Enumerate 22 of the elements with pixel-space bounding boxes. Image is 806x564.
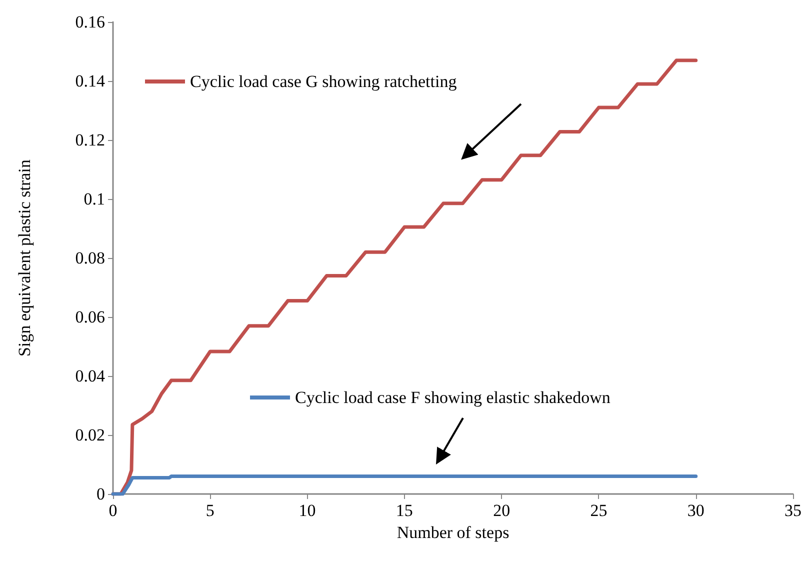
y-tick-label: 0.12 — [75, 130, 105, 150]
y-axis-title: Sign equivalent plastic strain — [15, 159, 34, 356]
x-axis-title: Number of steps — [396, 523, 510, 542]
y-tick-label: 0.1 — [84, 190, 105, 208]
x-tick-label: 15 — [396, 501, 413, 520]
y-tick-label: 0.16 — [75, 12, 105, 32]
line-series — [111, 474, 698, 496]
y-tick-label: 0.04 — [75, 366, 106, 386]
y-tick-label: 0.02 — [75, 426, 105, 444]
x-tick-label: 0 — [108, 501, 118, 520]
y-tick-label: 0.08 — [75, 248, 105, 268]
x-tick-label: 30 — [687, 501, 704, 520]
y-tick-label: 0 — [96, 484, 105, 504]
legend-label: Cyclic load case G showing ratchetting — [190, 72, 458, 91]
x-tick-label: 20 — [493, 501, 510, 520]
x-tick-label: 5 — [206, 501, 214, 520]
y-tick-label: 0.14 — [75, 72, 106, 90]
legend-label: Cyclic load case F showing elastic shakedown — [295, 388, 611, 407]
x-tick-label: 10 — [298, 501, 316, 520]
y-tick-label: 0.06 — [75, 308, 105, 326]
x-tick-label: 35 — [784, 501, 802, 520]
x-tick-label: 25 — [590, 501, 608, 520]
